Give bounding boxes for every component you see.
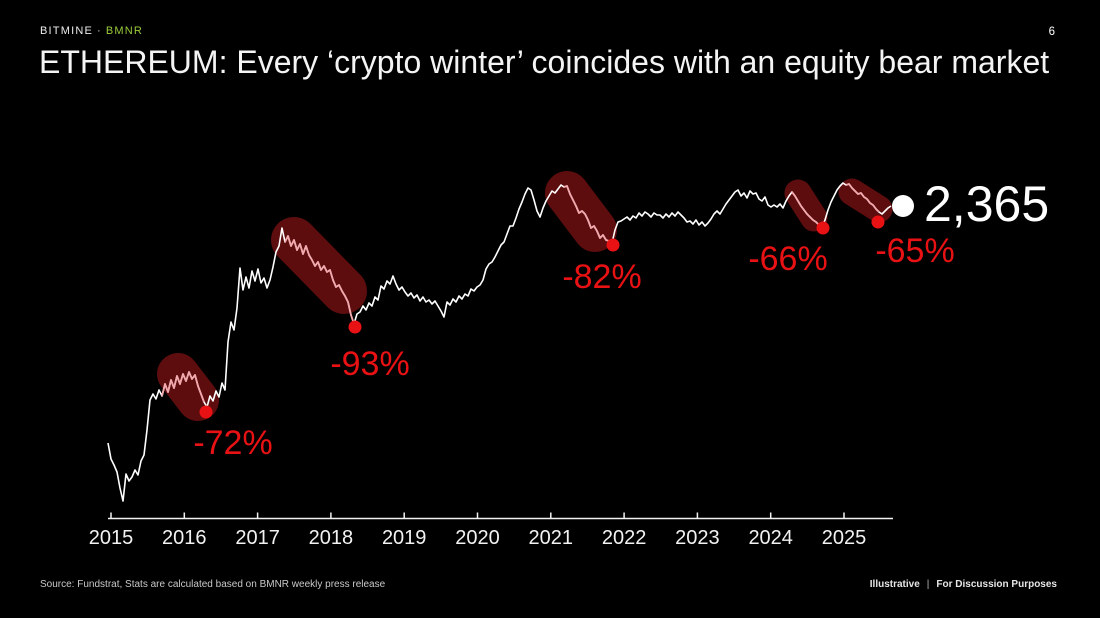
drawdown-label: -93% [330,345,409,383]
x-axis-year-label: 2022 [602,527,647,549]
latest-price-dot [892,195,914,217]
x-axis-year-label: 2020 [455,527,500,549]
disclaimer-purpose: For Discussion Purposes [936,579,1057,590]
slide-title: ETHEREUM: Every ‘crypto winter’ coincide… [39,44,1050,80]
drawdown-capsule [784,179,828,232]
page-number: 6 [1048,26,1055,38]
drawdown-dot [871,215,885,229]
x-axis-year-label: 2018 [309,527,354,549]
disclaimer-separator: | [926,579,930,590]
drawdown-pink-line [161,371,205,403]
brand-ticker: BMNR [105,25,144,37]
drawdown-label: -66% [748,240,827,278]
drawdown-pink-line [563,185,613,244]
x-axis-year-label: 2023 [675,527,720,549]
drawdown-dot [199,405,213,419]
brand-separator: · [97,25,102,37]
x-axis-year-label: 2019 [382,527,427,549]
disclaimer: Illustrative | For Discussion Purposes [870,579,1057,590]
drawdown-label: -65% [875,232,954,270]
drawdown-dot [816,221,830,235]
drawdown-label: -82% [562,258,641,296]
x-axis-year-label: 2017 [235,527,280,549]
price-line [107,182,892,502]
source-note: Source: Fundstrat, Stats are calculated … [40,579,386,590]
x-axis-year-label: 2025 [822,527,867,549]
brand-label: BITMINE [40,25,94,37]
x-axis-year-label: 2021 [529,527,574,549]
disclaimer-illustrative: Illustrative [869,579,920,590]
drawdown-pink-line [284,235,355,325]
drawdown-pink-line [845,183,880,213]
latest-price-label: 2,365 [924,176,1049,232]
drawdown-label: -72% [193,424,272,462]
drawdown-pink-line [791,191,823,228]
drawdown-dot [606,238,620,252]
x-axis-year-label: 2024 [748,527,793,549]
x-axis-year-label: 2016 [162,527,207,549]
brand-lockup: BITMINE · BMNR [40,25,143,37]
drawdown-dot [348,320,362,334]
x-axis-year-label: 2015 [89,527,134,549]
